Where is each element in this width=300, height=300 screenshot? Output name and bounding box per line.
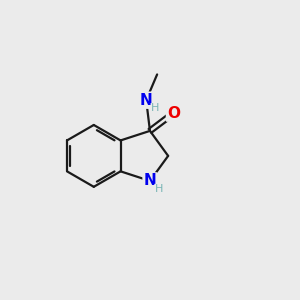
Text: H: H xyxy=(154,184,163,194)
Text: N: N xyxy=(144,173,156,188)
Text: N: N xyxy=(140,93,153,108)
Text: O: O xyxy=(167,106,180,121)
Text: H: H xyxy=(151,103,159,113)
